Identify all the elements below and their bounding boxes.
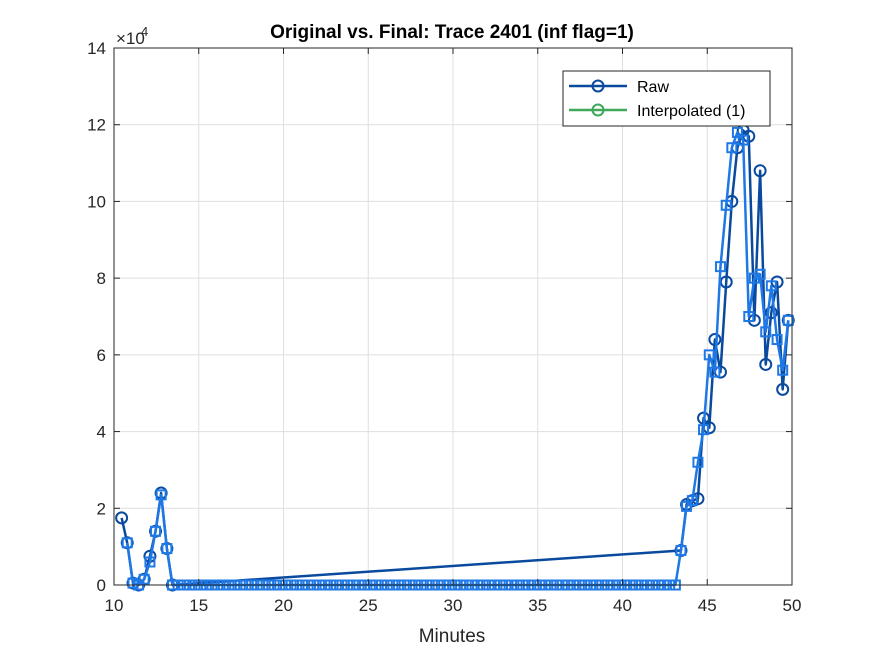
data-point-final (771, 334, 783, 346)
tick-labels: 10 15 20 25 30 35 40 45 50 0 2 4 6 8 10 12 14 (87, 39, 801, 615)
y-tick-label: 6 (97, 346, 106, 365)
legend: Raw Interpolated (1) (562, 70, 771, 127)
x-tick-label: 35 (528, 596, 547, 615)
data-point-raw (764, 306, 778, 320)
data-point-final (737, 134, 749, 146)
data-point-final (681, 500, 693, 512)
y-exponent-base: ×10 (116, 29, 145, 48)
data-point-final (760, 326, 772, 338)
legend-label-interpolated: Interpolated (1) (637, 103, 746, 120)
y-tick-label: 2 (97, 499, 106, 518)
data-point-raw (708, 333, 722, 347)
data-point-final (675, 544, 687, 556)
data-point-raw (776, 382, 790, 396)
y-tick-label: 10 (87, 192, 106, 211)
legend-marker-raw (591, 79, 605, 93)
axes (113, 47, 793, 586)
data-point-final (782, 314, 794, 326)
legend-marker-interpolated (591, 103, 605, 117)
data-point-raw (759, 357, 773, 371)
data-point-final (743, 311, 755, 322)
legend-label-raw: Raw (637, 79, 669, 96)
chart-title: Original vs. Final: Trace 2401 (inf flag… (270, 22, 634, 43)
data-point-raw (115, 511, 129, 525)
legend-item-interpolated: Interpolated (1) (569, 103, 746, 120)
data-point-final (726, 142, 738, 154)
x-tick-label: 30 (444, 596, 463, 615)
y-tick-label: 4 (97, 423, 106, 442)
data-point-final (127, 577, 139, 589)
y-exponent-power: 4 (141, 24, 148, 39)
y-tick-label: 0 (97, 576, 106, 595)
data-point-final (686, 495, 698, 507)
data-point-raw (753, 164, 767, 178)
data-point-final (692, 456, 704, 468)
data-point-final (155, 489, 167, 501)
y-tick-label: 14 (87, 39, 106, 58)
data-point-final (150, 525, 162, 537)
x-tick-label: 25 (359, 596, 378, 615)
data-point-final (698, 424, 710, 436)
y-tick-label: 8 (97, 269, 106, 288)
legend-box (562, 70, 771, 127)
data-point-final (754, 268, 766, 280)
y-tick-label: 12 (87, 116, 106, 135)
data-point-final (709, 366, 721, 378)
data-point-final (703, 349, 715, 361)
data-point-final (714, 261, 726, 273)
x-tick-label: 50 (783, 596, 802, 615)
data-point-final (720, 199, 732, 211)
data-point-final (765, 280, 777, 292)
data-point-final (144, 556, 156, 568)
data-point-final (121, 537, 133, 549)
x-tick-label: 10 (105, 596, 124, 615)
legend-item-raw: Raw (569, 79, 669, 96)
x-tick-label: 45 (698, 596, 717, 615)
x-axis-title: Minutes (419, 626, 486, 647)
x-tick-label: 15 (189, 596, 208, 615)
x-tick-label: 20 (274, 596, 293, 615)
data-point-final (138, 573, 150, 585)
data-point-final (777, 364, 789, 376)
y-exponent-label: ×10 4 (116, 24, 148, 48)
data-point-final (731, 126, 743, 138)
x-tick-label: 40 (613, 596, 632, 615)
data-point-final (161, 543, 173, 555)
